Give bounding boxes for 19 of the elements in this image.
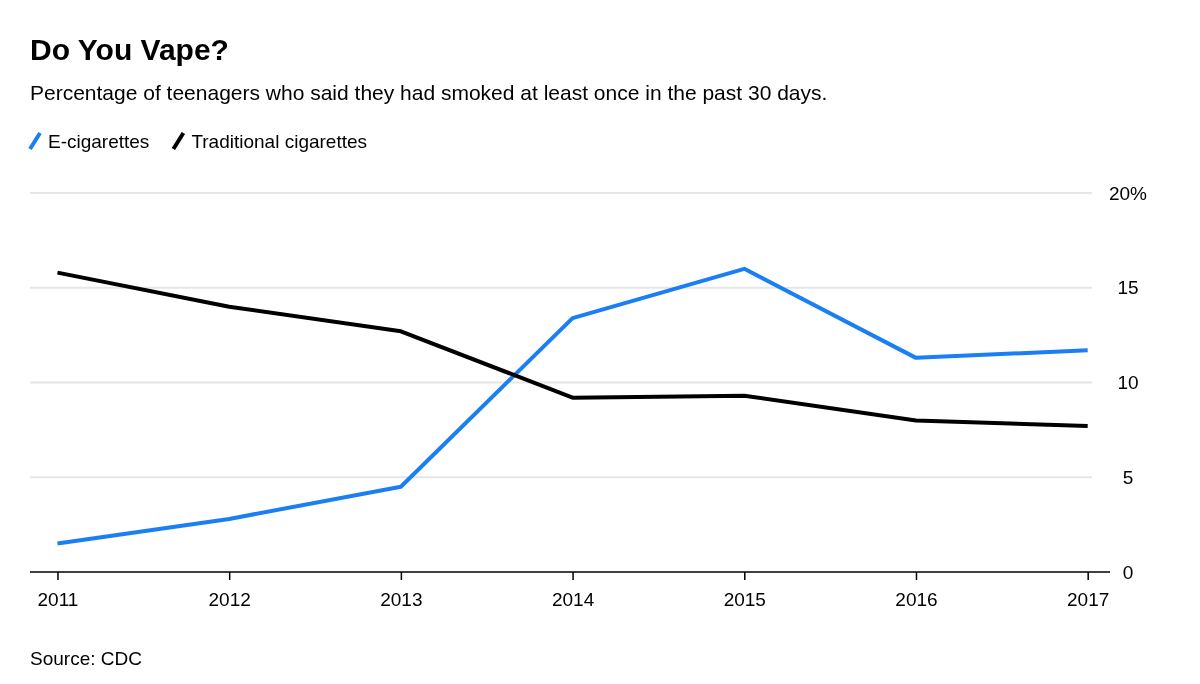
x-tick-label: 2012	[208, 588, 251, 610]
y-tick-label: 0	[1122, 561, 1134, 583]
legend-label: E-cigarettes	[48, 131, 150, 152]
x-tick-label: 2016	[895, 588, 938, 610]
x-tick-label: 2011	[37, 588, 79, 610]
y-tick-label: 15	[1117, 277, 1139, 299]
chart-title: Do You Vape?	[30, 33, 229, 66]
y-tick-label: 10	[1117, 372, 1139, 394]
x-tick-label: 2015	[723, 588, 766, 610]
source-note: Source: CDC	[30, 648, 142, 669]
chart-subtitle: Percentage of teenagers who said they had smoked at least once in the past 30 days.	[30, 81, 828, 104]
x-tick-label: 2013	[380, 588, 423, 610]
y-tick-label: 20%	[1108, 182, 1148, 204]
line-series	[55, 270, 1090, 429]
legend-label: Traditional cigarettes	[191, 131, 368, 152]
line-series	[55, 266, 1090, 546]
x-tick-label: 2014	[551, 588, 595, 610]
y-tick-label: 5	[1122, 466, 1134, 488]
x-tick-label: 2017	[1067, 588, 1110, 610]
